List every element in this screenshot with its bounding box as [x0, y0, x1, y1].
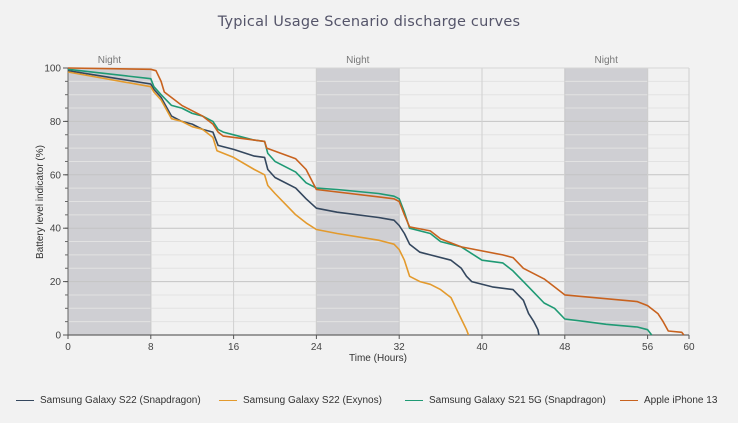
series-line-apple-iphone-13	[67, 67, 685, 336]
x-tick-label: 56	[642, 342, 654, 353]
x-tick-label: 48	[559, 342, 571, 353]
legend-swatch	[219, 400, 237, 401]
legend-item[interactable]: Samsung Galaxy S21 5G (Snapdragon)	[405, 395, 606, 406]
y-axis-title: Battery level indicator (%)	[35, 145, 46, 259]
y-tick-label: 80	[50, 117, 62, 128]
legend-label: Samsung Galaxy S21 5G (Snapdragon)	[429, 395, 606, 406]
x-tick-label: 32	[394, 342, 406, 353]
night-band-label: Night	[595, 55, 619, 66]
legend-item[interactable]: Samsung Galaxy S22 (Exynos)	[219, 395, 382, 406]
legend-label: Apple iPhone 13	[644, 395, 718, 406]
y-tick-label: 0	[55, 331, 61, 342]
legend-label: Samsung Galaxy S22 (Exynos)	[243, 395, 382, 406]
chart-title: Typical Usage Scenario discharge curves	[217, 14, 521, 30]
night-band-label: Night	[346, 55, 370, 66]
chart-plot: Night Night Night 0 20 40 60 80 100 0 8 16 24 32 40 48 5…	[35, 55, 695, 364]
legend-item[interactable]: Apple iPhone 13	[620, 395, 717, 406]
legend-swatch	[16, 400, 34, 401]
y-tick-label: 40	[50, 224, 62, 235]
legend-label: Samsung Galaxy S22 (Snapdragon)	[40, 395, 201, 406]
x-tick-label: 16	[228, 342, 240, 353]
x-tick-label: 0	[65, 342, 71, 353]
series-line-samsung-galaxy-s22-snapdragon	[67, 69, 540, 336]
series-line-samsung-galaxy-s22-exynos	[67, 71, 470, 336]
x-tick-label: 40	[476, 342, 488, 353]
x-axis-title: Time (Hours)	[349, 353, 407, 364]
x-tick-label: 8	[148, 342, 154, 353]
legend-item[interactable]: Samsung Galaxy S22 (Snapdragon)	[16, 395, 201, 406]
legend-swatch	[405, 400, 423, 401]
x-tick-label: 24	[311, 342, 323, 353]
y-tick-label: 60	[50, 170, 62, 181]
y-tick-label: 100	[44, 64, 61, 75]
y-tick-label: 20	[50, 277, 62, 288]
x-tick-label: 60	[683, 342, 695, 353]
chart-legend: Samsung Galaxy S22 (Snapdragon) Samsung G…	[0, 395, 738, 411]
legend-swatch	[620, 400, 638, 401]
night-band-label: Night	[98, 55, 122, 66]
